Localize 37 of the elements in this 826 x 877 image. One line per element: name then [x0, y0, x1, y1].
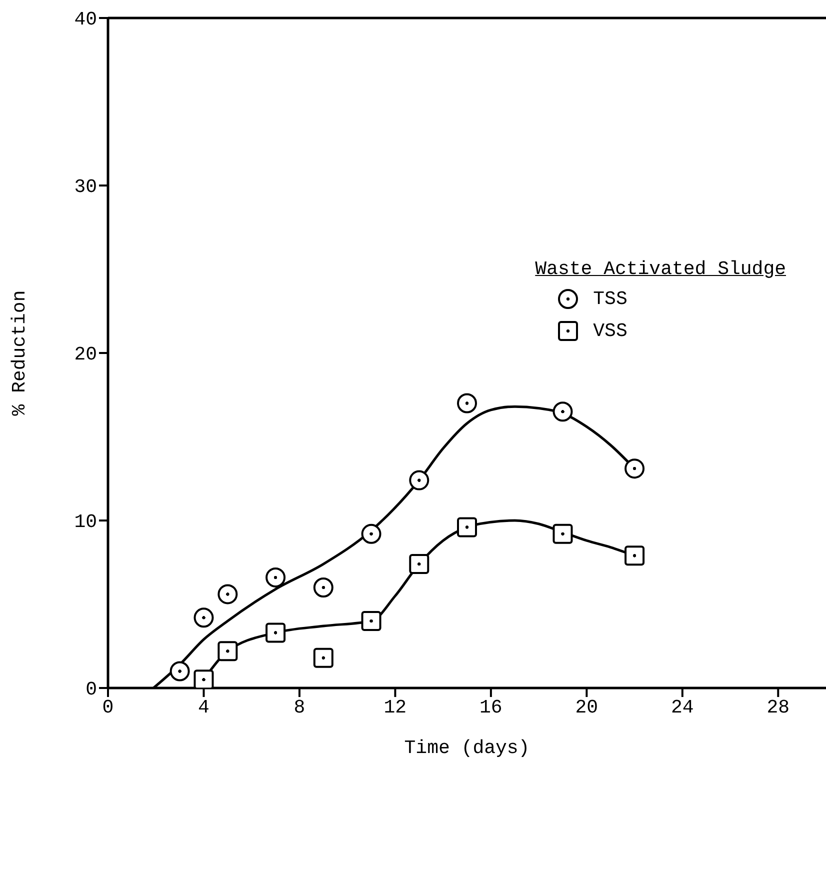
point [313, 648, 334, 668]
point [361, 524, 382, 544]
point [361, 611, 382, 631]
point [409, 554, 430, 574]
y-tick-label: 0 [86, 678, 97, 701]
y-tick-label: 10 [74, 511, 97, 534]
point [624, 458, 645, 479]
legend-title: Waste Activated Sludge [535, 258, 786, 280]
point [457, 517, 477, 538]
point [266, 622, 286, 643]
x-axis-title: Time (days) [404, 737, 530, 759]
y-tick-label: 20 [74, 344, 97, 366]
point [457, 393, 477, 414]
point [552, 402, 573, 422]
x-tick-label: 12 [384, 696, 407, 718]
x-tick-label: 8 [294, 696, 306, 718]
y-tick-label: 30 [74, 176, 97, 198]
point [624, 546, 645, 566]
y-tick-label: 40 [74, 8, 97, 31]
x-tick-label: 0 [102, 696, 114, 718]
y-axis-title: % Reduction [8, 290, 31, 416]
point [266, 567, 286, 588]
x-tick-label: 4 [198, 696, 210, 718]
x-tick-label: 20 [575, 696, 598, 718]
legend-label: TSS [593, 288, 628, 310]
x-tick-label: 24 [670, 696, 694, 718]
point [218, 641, 238, 662]
point [409, 470, 430, 490]
legend-label: VSS [593, 320, 628, 342]
point [218, 584, 238, 604]
x-tick-label: 28 [766, 696, 790, 718]
point [552, 524, 573, 544]
point [313, 578, 334, 598]
point [194, 608, 214, 628]
point [170, 661, 190, 682]
x-tick-label: 16 [480, 696, 502, 718]
point [194, 670, 214, 688]
